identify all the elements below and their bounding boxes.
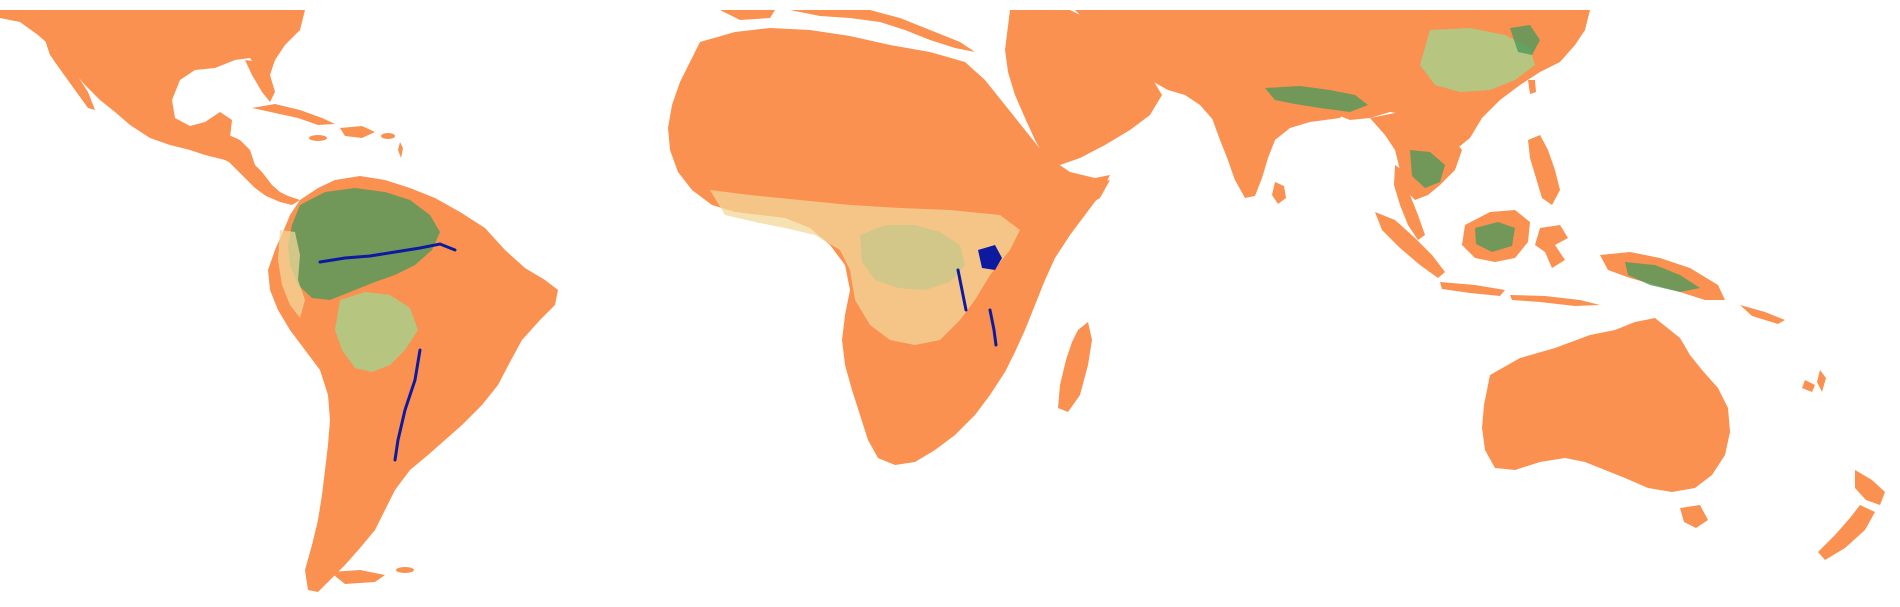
yucatan	[205, 112, 232, 140]
hispaniola	[340, 126, 375, 138]
parana-river	[393, 348, 422, 462]
amazon-light-veg	[335, 292, 418, 372]
solomon-islands	[1740, 305, 1785, 324]
east-china-coast-veg	[1510, 25, 1540, 55]
malay-peninsula	[1394, 165, 1425, 240]
borneo-veg	[1475, 222, 1515, 252]
java	[1440, 282, 1505, 296]
madagascar	[1058, 322, 1092, 412]
tierra-del-fuego	[330, 570, 385, 584]
philippines	[1528, 135, 1560, 205]
tasmania	[1680, 505, 1708, 528]
lake-malawi	[988, 308, 998, 347]
china-veg	[1420, 28, 1535, 92]
puerto-rico	[381, 133, 395, 139]
new-guinea-veg	[1625, 262, 1700, 292]
sulawesi	[1535, 225, 1568, 268]
japan-edge	[1565, 10, 1586, 30]
sri-lanka	[1272, 182, 1286, 204]
andes-moderate	[278, 230, 305, 318]
cuba	[252, 104, 335, 125]
florida	[245, 60, 275, 102]
horn-of-africa	[1030, 175, 1110, 215]
jamaica	[309, 135, 327, 141]
taiwan	[1528, 80, 1536, 94]
new-caledonia	[1802, 380, 1815, 392]
falklands	[396, 567, 414, 573]
lake-tanganyika	[956, 268, 968, 312]
africa-eurasia-group	[668, 10, 1885, 560]
baja-california	[45, 40, 95, 110]
ganges-plain-veg	[1265, 86, 1368, 112]
new-zealand-south	[1818, 505, 1875, 560]
lake-victoria[interactable]	[978, 245, 1002, 270]
italy-balkans-edge	[790, 10, 975, 52]
australia	[1482, 318, 1730, 492]
iberia-edge	[720, 10, 775, 20]
central-america	[215, 140, 300, 205]
mekong-veg	[1410, 150, 1445, 188]
india	[1205, 85, 1350, 198]
lesser-sunda-islands	[1510, 295, 1600, 306]
amazon-river	[318, 242, 457, 264]
americas-group	[0, 10, 558, 592]
amazon-rainforest	[288, 188, 440, 300]
lesser-antilles	[398, 142, 403, 158]
sumatra	[1375, 212, 1445, 278]
vanuatu	[1817, 370, 1826, 392]
sahel-moderate	[710, 190, 1020, 345]
new-zealand-north	[1855, 470, 1885, 505]
